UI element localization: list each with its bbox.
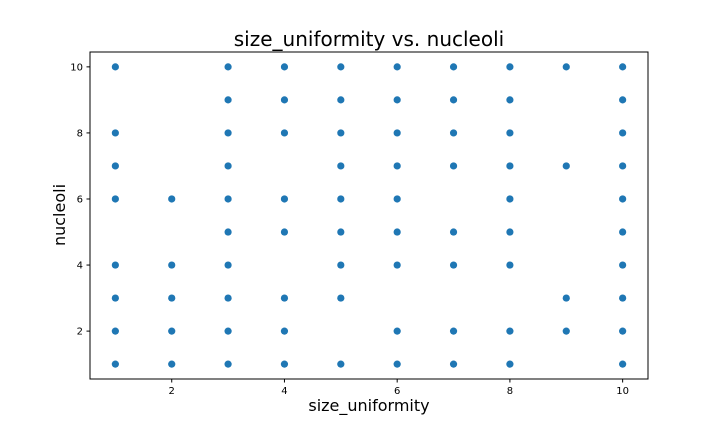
data-point [224,327,232,335]
data-point [337,360,345,368]
data-point [224,63,232,71]
data-point [619,327,627,335]
x-tick-label: 8 [507,386,513,397]
x-tick-label: 4 [281,386,287,397]
data-point [111,195,119,203]
x-axis-label: size_uniformity [308,396,429,416]
data-point [393,261,401,269]
data-point [337,162,345,170]
x-tick-label: 6 [394,386,400,397]
data-point [337,63,345,71]
data-point [337,228,345,236]
data-point [337,261,345,269]
data-point [393,327,401,335]
points-layer [111,63,627,368]
data-point [506,327,514,335]
data-point [111,162,119,170]
data-point [111,360,119,368]
data-point [168,195,176,203]
data-point [619,360,627,368]
x-axis: 2 4 6 8 10 [169,379,629,397]
data-point [168,327,176,335]
data-point [280,96,289,104]
data-point [393,360,401,368]
data-point [506,195,514,203]
data-point [224,195,232,203]
data-point [111,294,119,302]
data-point [506,360,514,368]
data-point [337,129,345,137]
x-tick-label: 10 [616,386,629,397]
data-point [280,228,289,236]
data-point [449,327,458,335]
data-point [111,261,119,269]
data-point [619,63,627,71]
data-point [449,228,458,236]
data-point [619,228,627,236]
data-point [337,195,345,203]
data-point [224,294,232,302]
data-point [449,261,458,269]
data-point [449,360,458,368]
data-point [280,327,289,335]
data-point [506,228,514,236]
data-point [224,228,232,236]
data-point [506,162,514,170]
y-axis: 2 4 6 8 10 [70,62,90,338]
data-point [506,129,514,137]
data-point [619,294,627,302]
data-point [506,261,514,269]
y-axis-label: nucleoli [50,184,69,246]
plot-frame [89,51,649,380]
data-point [111,63,119,71]
data-point [562,294,570,302]
data-point [280,129,289,137]
data-point [337,96,345,104]
data-point [619,162,627,170]
y-tick-label: 4 [77,261,83,272]
data-point [224,129,232,137]
data-point [393,228,401,236]
data-point [280,63,289,71]
data-point [619,195,627,203]
data-point [111,327,119,335]
data-point [224,96,232,104]
y-tick-label: 10 [70,62,83,73]
y-tick-label: 8 [77,128,83,139]
data-point [168,261,176,269]
data-point [449,63,458,71]
data-point [224,360,232,368]
data-point [449,96,458,104]
y-tick-label: 6 [77,194,83,205]
data-point [393,195,401,203]
data-point [562,63,570,71]
data-point [224,261,232,269]
data-point [506,63,514,71]
data-point [393,63,401,71]
data-point [224,162,232,170]
data-point [449,162,458,170]
data-point [393,96,401,104]
data-point [619,96,627,104]
data-point [506,96,514,104]
data-point [280,360,289,368]
data-point [393,162,401,170]
data-point [280,195,289,203]
data-point [619,261,627,269]
data-point [449,129,458,137]
data-point [168,360,176,368]
data-point [562,162,570,170]
chart-title: size_uniformity vs. nucleoli [234,27,504,51]
x-tick-label: 2 [169,386,175,397]
data-point [111,129,119,137]
data-point [337,294,345,302]
data-point [619,129,627,137]
data-point [393,129,401,137]
data-point [280,294,289,302]
y-tick-label: 2 [77,327,83,338]
data-point [168,294,176,302]
data-point [562,327,570,335]
